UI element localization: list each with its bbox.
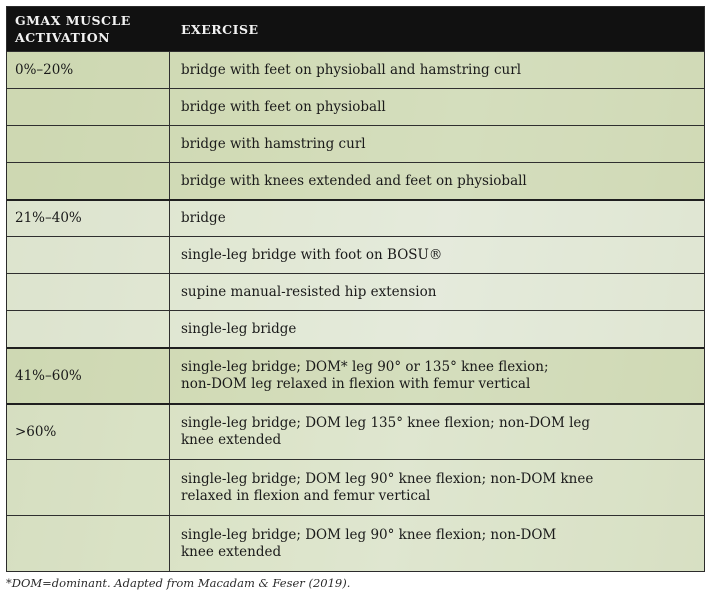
exercise-cell: single-leg bridge with foot on BOSU® — [181, 246, 443, 263]
activation-cell — [7, 237, 170, 273]
activation-cell — [7, 460, 170, 515]
activation-cell — [7, 274, 170, 310]
activation-cell: >60% — [7, 405, 170, 459]
exercise-line: non-DOM leg relaxed in flexion with femu… — [181, 376, 531, 392]
exercise-cell: bridge with knees extended and feet on p… — [181, 172, 527, 189]
exercise-cell: bridge — [181, 210, 226, 226]
table-header-row: GMAX MUSCLE ACTIVATION EXERCISE — [7, 7, 704, 51]
exercise-line: single-leg bridge; DOM* leg 90° or 135° … — [181, 359, 549, 375]
table-row: 21%–40% bridge — [7, 199, 704, 236]
table-row: bridge with feet on physioball — [7, 88, 704, 125]
exercise-cell: bridge with hamstring curl — [181, 135, 366, 152]
exercise-line: single-leg bridge; DOM leg 135° knee fle… — [181, 415, 591, 431]
exercise-cell: single-leg bridge; DOM leg 90° knee flex… — [170, 516, 704, 571]
table-footnote: *DOM=dominant. Adapted from Macadam & Fe… — [6, 576, 351, 590]
table-row: single-leg bridge with foot on BOSU® — [7, 236, 704, 273]
table-row: single-leg bridge — [7, 310, 704, 347]
table-row: 41%–60% single-leg bridge; DOM* leg 90° … — [7, 347, 704, 403]
activation-cell — [7, 163, 170, 199]
activation-cell: 0%–20% — [7, 52, 170, 88]
table-row: bridge with knees extended and feet on p… — [7, 162, 704, 199]
exercise-line: single-leg bridge; DOM leg 90° knee flex… — [181, 470, 594, 487]
header-activation-line1: GMAX MUSCLE — [15, 13, 131, 28]
table-row: >60% single-leg bridge; DOM leg 135° kne… — [7, 403, 704, 459]
exercise-cell: single-leg bridge; DOM leg 135° knee fle… — [170, 405, 704, 459]
table-row: single-leg bridge; DOM leg 90° knee flex… — [7, 459, 704, 515]
activation-cell — [7, 126, 170, 162]
exercise-line: relaxed in flexion and femur vertical — [181, 487, 431, 504]
activation-cell: 21%–40% — [7, 201, 170, 236]
activation-cell — [7, 311, 170, 347]
activation-cell — [7, 89, 170, 125]
exercise-cell: supine manual-resisted hip extension — [181, 283, 437, 300]
table-row: supine manual-resisted hip extension — [7, 273, 704, 310]
header-activation-line2: ACTIVATION — [15, 30, 111, 45]
exercise-line: knee extended — [181, 432, 282, 448]
exercise-line: knee extended — [181, 543, 282, 560]
exercise-cell: single-leg bridge — [181, 320, 297, 337]
header-gmax-activation: GMAX MUSCLE ACTIVATION — [7, 7, 170, 51]
exercise-cell: single-leg bridge; DOM leg 90° knee flex… — [170, 460, 704, 515]
activation-cell: 41%–60% — [7, 349, 170, 403]
exercise-activation-table: GMAX MUSCLE ACTIVATION EXERCISE 0%–20% b… — [6, 6, 705, 572]
exercise-line: single-leg bridge; DOM leg 90° knee flex… — [181, 526, 557, 543]
table-row: 0%–20% bridge with feet on physioball an… — [7, 51, 704, 88]
activation-cell — [7, 516, 170, 571]
exercise-cell: bridge with feet on physioball — [181, 98, 386, 115]
table-row: single-leg bridge; DOM leg 90° knee flex… — [7, 515, 704, 571]
exercise-cell: bridge with feet on physioball and hamst… — [181, 61, 522, 78]
table-row: bridge with hamstring curl — [7, 125, 704, 162]
header-exercise: EXERCISE — [181, 21, 259, 37]
exercise-cell: single-leg bridge; DOM* leg 90° or 135° … — [170, 349, 704, 403]
